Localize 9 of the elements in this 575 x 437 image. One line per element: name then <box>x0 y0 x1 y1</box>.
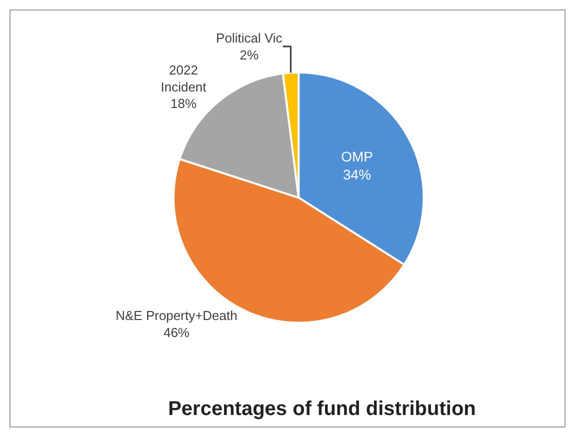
data-label: 46% <box>163 324 190 340</box>
slice-label: OMP <box>341 148 373 164</box>
data-label: 18% <box>170 96 197 112</box>
text: Percentages of fund distribution <box>168 398 476 420</box>
slice-label: N&E Property+Death <box>116 308 238 323</box>
data-label: 2% <box>240 47 259 62</box>
slice-label: 2022 Incident <box>160 62 207 94</box>
data-label: 34% <box>343 166 372 183</box>
slice-label: Political Vic <box>216 30 283 46</box>
